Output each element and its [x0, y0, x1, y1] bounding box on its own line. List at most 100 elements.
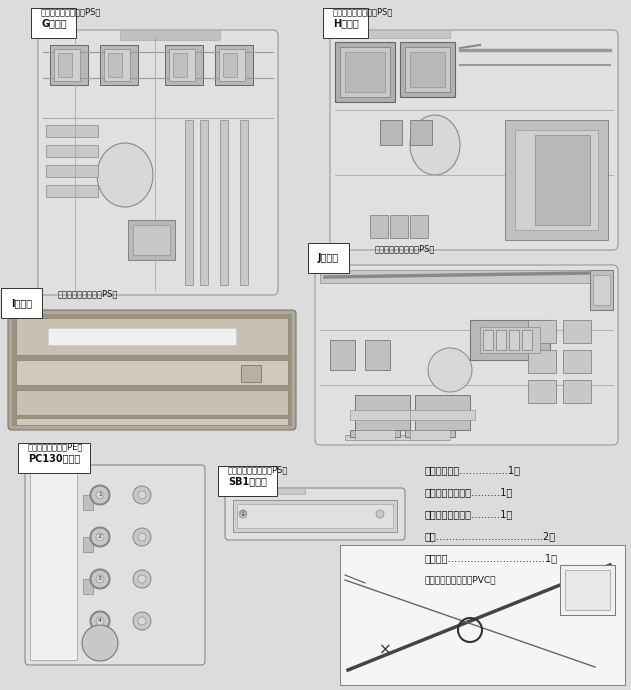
Bar	[535, 135, 590, 225]
Ellipse shape	[82, 625, 118, 661]
Ellipse shape	[96, 491, 104, 499]
Bar	[54, 49, 80, 81]
Bar	[565, 570, 610, 610]
Bar	[335, 30, 450, 38]
Bar	[46, 145, 98, 157]
Bar	[390, 215, 408, 238]
Bar	[483, 330, 493, 350]
Bar	[563, 320, 591, 343]
Bar	[50, 45, 88, 85]
Ellipse shape	[138, 575, 146, 583]
Ellipse shape	[97, 143, 153, 207]
Ellipse shape	[133, 528, 151, 546]
Bar	[410, 52, 445, 87]
Bar	[12, 314, 292, 426]
Bar	[58, 53, 72, 77]
Bar	[169, 49, 195, 81]
Ellipse shape	[138, 617, 146, 625]
Bar	[215, 45, 253, 85]
Bar	[522, 330, 532, 350]
Bar	[560, 565, 615, 615]
Bar	[16, 418, 288, 425]
Bar	[528, 320, 556, 343]
Text: マーキングシール………1枚: マーキングシール………1枚	[425, 487, 513, 497]
Bar	[355, 430, 395, 440]
Bar	[480, 327, 540, 353]
Ellipse shape	[376, 510, 384, 518]
Bar	[345, 435, 445, 440]
Text: 4: 4	[98, 618, 102, 624]
Bar	[83, 579, 93, 594]
Text: Hパーツ: Hパーツ	[333, 18, 359, 28]
Text: 3: 3	[98, 577, 102, 582]
Bar	[185, 120, 193, 285]
Bar	[515, 130, 598, 230]
Ellipse shape	[91, 570, 109, 588]
Ellipse shape	[133, 486, 151, 504]
Bar	[410, 410, 475, 420]
Bar	[528, 350, 556, 373]
Ellipse shape	[90, 527, 110, 547]
Ellipse shape	[410, 115, 460, 175]
Bar	[563, 350, 591, 373]
Text: ガンダムデカール………1枚: ガンダムデカール………1枚	[425, 509, 513, 519]
Bar	[563, 380, 591, 403]
FancyBboxPatch shape	[38, 30, 278, 295]
Text: SB1パーツ: SB1パーツ	[228, 476, 267, 486]
Bar	[83, 495, 93, 510]
Bar	[365, 340, 390, 370]
Bar	[46, 165, 98, 177]
FancyBboxPatch shape	[225, 488, 405, 540]
Bar	[104, 49, 130, 81]
Text: ビス……………………………2個: ビス……………………………2個	[425, 531, 556, 541]
Bar	[16, 390, 288, 415]
Text: Jパーツ: Jパーツ	[318, 253, 339, 263]
Text: （塩化ビニル樹脂：PVC）: （塩化ビニル樹脂：PVC）	[425, 575, 497, 584]
Bar	[241, 365, 261, 382]
Bar	[405, 430, 455, 437]
Text: 2: 2	[98, 535, 102, 540]
Ellipse shape	[96, 575, 104, 583]
Bar	[46, 125, 98, 137]
Text: ×: ×	[379, 642, 391, 658]
Bar	[340, 545, 625, 685]
Ellipse shape	[90, 485, 110, 505]
Bar	[237, 504, 393, 528]
Ellipse shape	[133, 570, 151, 588]
Bar	[370, 215, 388, 238]
Text: PC130パーツ: PC130パーツ	[28, 453, 80, 463]
Ellipse shape	[138, 491, 146, 499]
Bar	[233, 500, 397, 532]
Text: リード線…………………………1本: リード線…………………………1本	[425, 553, 558, 563]
Bar	[380, 120, 402, 145]
Text: Iパーツ: Iパーツ	[11, 298, 32, 308]
Bar	[400, 42, 455, 97]
Bar	[173, 53, 187, 77]
Ellipse shape	[96, 533, 104, 541]
Bar	[345, 52, 385, 92]
Text: （ポリエチレン：PE）: （ポリエチレン：PE）	[28, 442, 83, 451]
Text: （スチロール樹脂：PS）: （スチロール樹脂：PS）	[375, 244, 435, 253]
Bar	[240, 120, 248, 285]
Bar	[320, 270, 613, 283]
Bar	[355, 395, 410, 430]
Bar	[415, 395, 470, 430]
Ellipse shape	[90, 611, 110, 631]
Ellipse shape	[428, 348, 472, 392]
Bar	[165, 45, 203, 85]
Bar	[83, 537, 93, 552]
Bar	[16, 318, 288, 355]
Bar	[528, 380, 556, 403]
Ellipse shape	[239, 510, 247, 518]
Bar	[405, 47, 450, 92]
Ellipse shape	[91, 528, 109, 546]
Bar	[496, 330, 506, 350]
FancyBboxPatch shape	[25, 465, 205, 665]
Bar	[200, 120, 208, 285]
Ellipse shape	[138, 533, 146, 541]
Text: （スチロール樹脂：PS）: （スチロール樹脂：PS）	[41, 7, 102, 16]
Bar	[410, 120, 432, 145]
FancyBboxPatch shape	[8, 310, 296, 430]
FancyBboxPatch shape	[315, 265, 618, 445]
Bar	[350, 430, 400, 437]
